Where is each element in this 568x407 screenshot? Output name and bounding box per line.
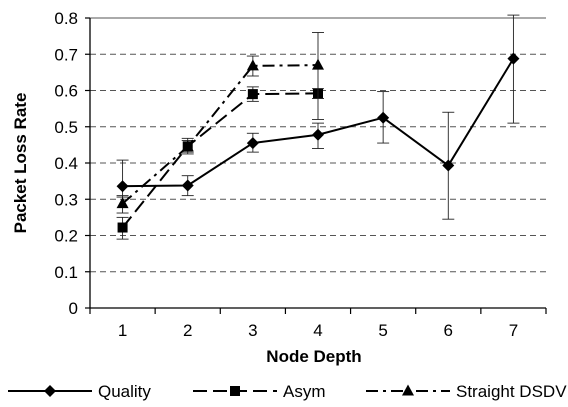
y-tick-label: 0.4: [54, 154, 78, 173]
legend-label: Quality: [98, 382, 151, 401]
legend-label: Straight DSDV: [456, 382, 567, 401]
data-point: [246, 59, 259, 71]
y-tick-label: 0: [69, 299, 78, 318]
x-axis-title: Node Depth: [266, 347, 361, 366]
legend-marker: [44, 385, 56, 397]
x-tick-label: 5: [378, 321, 387, 340]
data-point: [247, 89, 258, 100]
series: [116, 14, 520, 240]
legend-item: Asym: [193, 382, 326, 401]
series-line: [121, 92, 319, 229]
x-tick-label: 3: [248, 321, 257, 340]
y-tick-label: 0.6: [54, 82, 78, 101]
legend-item: Quality: [8, 382, 151, 401]
legend-item: Straight DSDV: [366, 382, 567, 401]
x-tick-label: 1: [118, 321, 127, 340]
series-quality: [116, 14, 520, 220]
data-point: [181, 140, 194, 152]
series-line: [121, 64, 319, 205]
data-point: [312, 128, 324, 141]
y-tick-label: 0.3: [54, 190, 78, 209]
y-axis-title: Packet Loss Rate: [11, 93, 30, 234]
data-point: [377, 111, 390, 124]
tick-labels: 0 0.1 0.2 0.3 0.4 0.5 0.6 0.7 0.8 1 2 3 4 5 6 7: [54, 9, 547, 340]
series-straight-dsdv: [116, 32, 324, 214]
legend-label: Asym: [283, 382, 326, 401]
data-point: [116, 197, 129, 209]
data-point: [246, 137, 259, 150]
data-point: [507, 52, 520, 65]
legend: Quality Asym Straight DSDV: [8, 382, 567, 401]
data-point: [117, 222, 128, 233]
y-tick-label: 0.7: [54, 45, 78, 64]
y-tick-label: 0.2: [54, 227, 78, 246]
y-tick-label: 0.8: [54, 9, 78, 28]
data-point: [312, 58, 324, 70]
legend-marker: [230, 386, 240, 396]
x-tick-label: 2: [183, 321, 192, 340]
x-tick-label: 4: [313, 321, 322, 340]
legend-marker: [402, 384, 414, 396]
data-point: [442, 159, 455, 172]
data-point: [116, 180, 129, 193]
y-tick-label: 0.1: [54, 263, 78, 282]
y-tick-label: 0.5: [54, 118, 78, 137]
x-tick-label: 6: [444, 321, 453, 340]
gridlines: [90, 17, 546, 273]
data-point: [181, 179, 194, 192]
x-tick-label: 7: [509, 321, 518, 340]
